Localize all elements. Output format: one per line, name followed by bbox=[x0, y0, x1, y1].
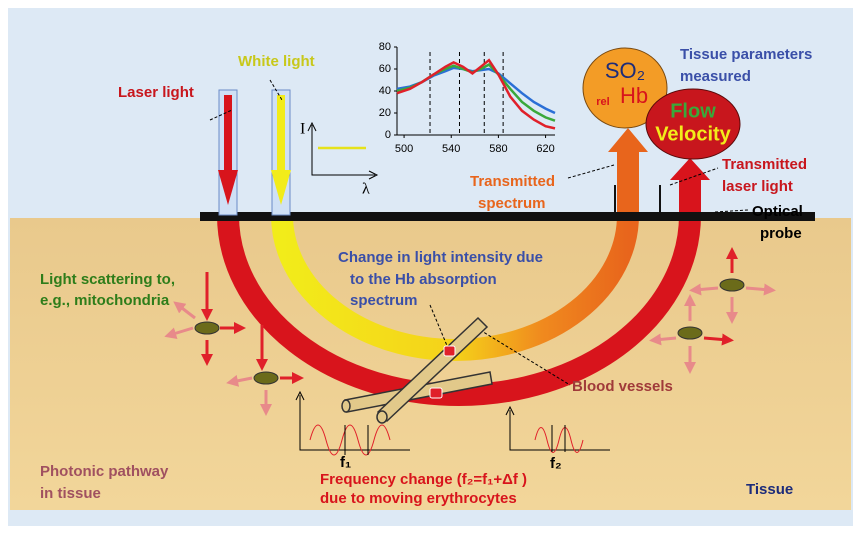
spectrum-arrow bbox=[608, 128, 648, 218]
x-tick-label: 500 bbox=[395, 143, 413, 155]
blood-vessels bbox=[341, 316, 493, 424]
transmitted-spectrum: spectrum bbox=[478, 195, 546, 212]
x-tick-label: 580 bbox=[489, 143, 507, 155]
change-intensity: to the Hb absorption bbox=[350, 271, 497, 288]
frequency-change: due to moving erythrocytes bbox=[320, 490, 517, 507]
photonic-pathway: Photonic pathway bbox=[40, 463, 169, 480]
y-tick-label: 80 bbox=[379, 41, 391, 53]
wavelength-axis-label: λ bbox=[362, 181, 370, 198]
leader bbox=[714, 209, 749, 213]
leader bbox=[269, 79, 283, 101]
so2-bubble bbox=[582, 47, 668, 129]
scattering: Light scattering to, bbox=[40, 271, 175, 288]
transmitted-spectrum: Transmitted bbox=[470, 173, 555, 190]
f2: f₂ bbox=[550, 455, 562, 472]
transmitted-laser: Transmitted bbox=[722, 156, 807, 173]
y-tick-label: 40 bbox=[379, 85, 391, 97]
leader bbox=[429, 304, 449, 349]
frequency-change: Frequency change (f₂=f₁+Δf ) bbox=[320, 471, 527, 488]
spectrum-line bbox=[396, 58, 556, 130]
hb-spot bbox=[443, 345, 456, 357]
so2: SO₂ bbox=[605, 58, 645, 83]
optical-probe-label: Optical bbox=[752, 203, 803, 220]
frequency-plot bbox=[295, 390, 610, 456]
leader bbox=[209, 109, 233, 121]
laser-arrow bbox=[218, 95, 238, 205]
f1: f₁ bbox=[340, 454, 351, 471]
spectrum-sketch bbox=[307, 121, 379, 180]
relhb-prefix: rel bbox=[596, 96, 609, 108]
hb-spot bbox=[429, 387, 443, 399]
leader bbox=[567, 164, 615, 179]
y-tick-label: 20 bbox=[379, 107, 391, 119]
y-tick-label: 0 bbox=[385, 129, 391, 141]
scattering: e.g., mitochondria bbox=[40, 292, 170, 309]
relhb: Hb bbox=[620, 83, 648, 108]
y-tick-label: 60 bbox=[379, 63, 391, 75]
optical-probe-label: probe bbox=[760, 225, 802, 242]
white-light: White light bbox=[238, 53, 315, 70]
flow-bubble bbox=[645, 88, 741, 160]
laser-light: Laser light bbox=[118, 84, 194, 101]
velocity: Velocity bbox=[655, 123, 731, 145]
white-arrow bbox=[271, 95, 291, 205]
flow: Flow bbox=[670, 100, 716, 122]
x-tick-label: 540 bbox=[442, 143, 460, 155]
laser-path bbox=[217, 214, 701, 406]
tissue-parameters: measured bbox=[680, 68, 751, 85]
mitochondria bbox=[164, 247, 776, 416]
tissue-parameters: Tissue parameters bbox=[680, 46, 812, 63]
leader bbox=[479, 329, 571, 386]
leader bbox=[669, 167, 719, 186]
spectrum-chart: 0 20 40 60 80 500 540 580 620 bbox=[379, 41, 556, 155]
change-intensity: Change in light intensity due bbox=[338, 249, 543, 266]
blood-vessels-label: Blood vessels bbox=[572, 378, 673, 395]
optical-probe bbox=[200, 212, 815, 221]
intensity-axis-label: I bbox=[300, 121, 305, 138]
x-tick-label: 620 bbox=[536, 143, 554, 155]
photonic-pathway: in tissue bbox=[40, 485, 101, 502]
change-intensity: spectrum bbox=[350, 292, 418, 309]
tissue-label: Tissue bbox=[746, 481, 793, 498]
transmitted-laser: laser light bbox=[722, 178, 793, 195]
laser-out-arrow bbox=[670, 158, 710, 218]
